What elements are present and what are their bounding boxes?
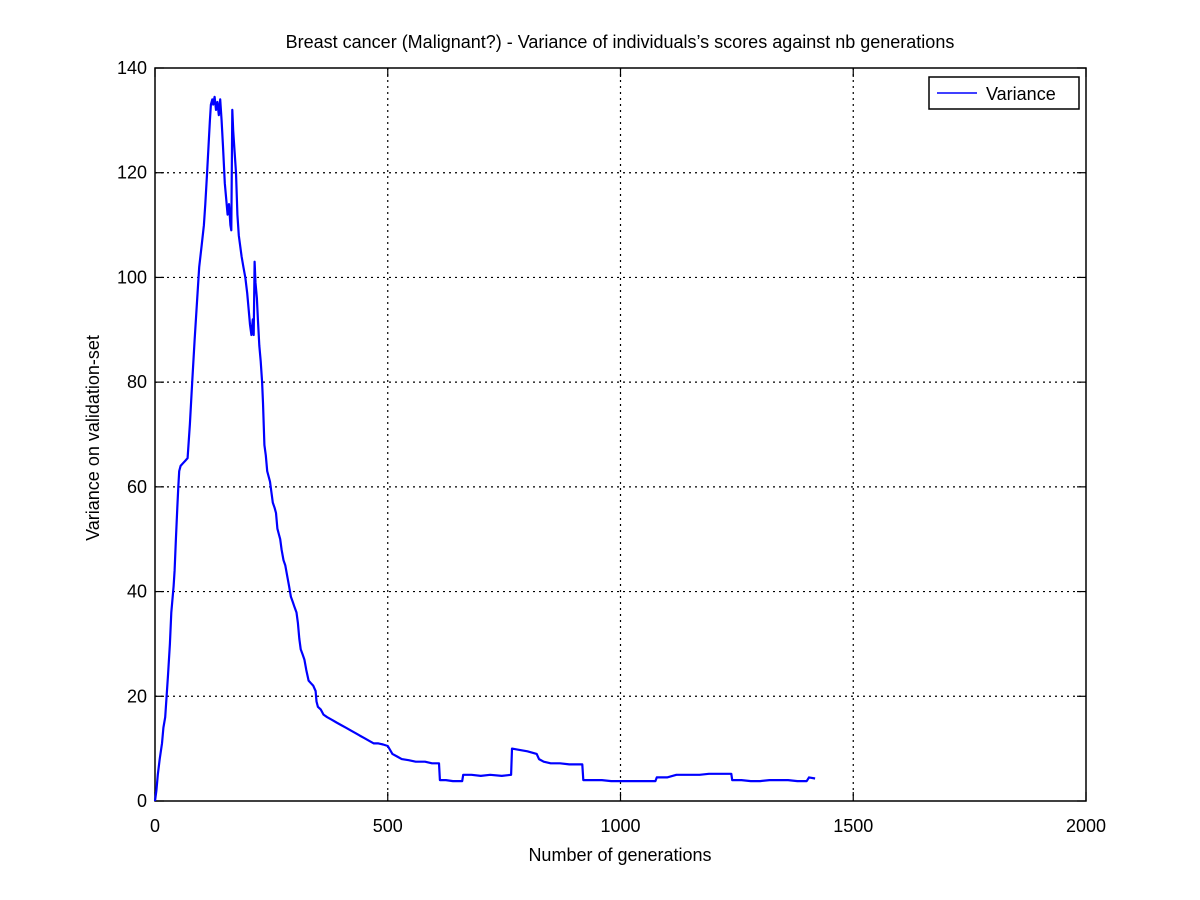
x-axis-label: Number of generations: [528, 845, 711, 865]
x-tick-label-0: 0: [150, 816, 160, 836]
y-tick-label-80: 80: [127, 372, 147, 392]
y-tick-label-100: 100: [117, 267, 147, 287]
plot-area: 0 500 1000 1500 2000 0 20 40 60 80 100 120 140: [117, 58, 1106, 836]
legend: Variance: [928, 76, 1080, 110]
legend-label-variance: Variance: [986, 84, 1056, 104]
y-tick-label-40: 40: [127, 582, 147, 602]
y-tick-label-0: 0: [137, 791, 147, 811]
x-tick-label-1500: 1500: [833, 816, 873, 836]
x-tick-label-2000: 2000: [1066, 816, 1106, 836]
y-tick-label-120: 120: [117, 163, 147, 183]
chart-title: Breast cancer (Malignant?) - Variance of…: [286, 32, 955, 52]
y-tick-label-60: 60: [127, 477, 147, 497]
y-tick-label-20: 20: [127, 686, 147, 706]
series-line-variance: [153, 95, 816, 802]
y-axis-label: Variance on validation-set: [83, 335, 103, 541]
x-tick-label-1000: 1000: [600, 816, 640, 836]
x-tick-label-500: 500: [373, 816, 403, 836]
y-tick-label-140: 140: [117, 58, 147, 78]
